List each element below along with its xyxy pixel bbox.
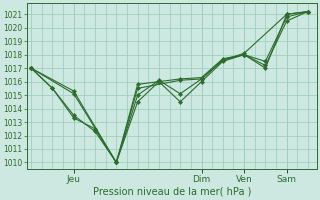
X-axis label: Pression niveau de la mer( hPa ): Pression niveau de la mer( hPa ) [92,187,251,197]
